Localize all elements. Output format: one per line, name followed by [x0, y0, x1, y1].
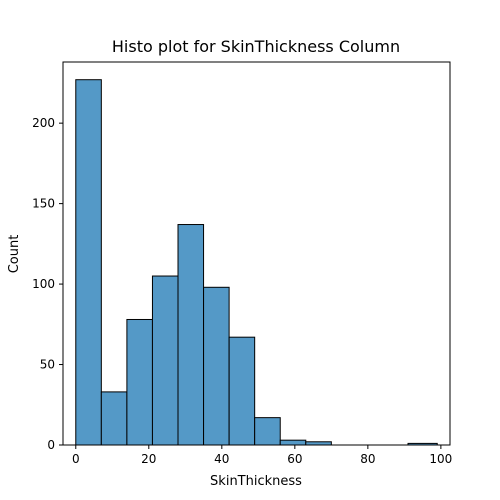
y-axis-label: Count: [7, 235, 22, 274]
x-tick-label: 80: [360, 452, 375, 466]
y-tick-label: 50: [40, 358, 55, 372]
histogram-bar-8: [279, 439, 307, 446]
histogram-bar-2: [126, 318, 153, 446]
x-axis-ticks: 0 20 40 60 80 100: [72, 445, 452, 466]
bars-group: [75, 79, 438, 446]
y-axis-ticks: 0 50 100 150 200: [32, 116, 63, 452]
chart-title: Histo plot for SkinThickness Column: [112, 37, 400, 56]
histogram-bar-1: [100, 391, 128, 446]
x-tick-label: 60: [287, 452, 302, 466]
histogram-bar-7: [254, 417, 281, 446]
x-tick-label: 0: [72, 452, 80, 466]
y-tick-label: 150: [32, 197, 55, 211]
x-axis-label: SkinThickness: [210, 474, 302, 489]
y-tick-label: 200: [32, 116, 55, 130]
histogram-bar-6: [228, 336, 256, 446]
plot-frame: [62, 61, 451, 446]
x-tick-label: 40: [214, 452, 229, 466]
histogram-bar-4: [177, 224, 205, 446]
histogram-bar-3: [151, 275, 179, 446]
y-tick-label: 0: [47, 438, 55, 452]
x-tick-label: 100: [429, 452, 452, 466]
y-tick-label: 100: [32, 277, 55, 291]
histogram-bar-5: [203, 286, 230, 446]
x-tick-label: 20: [141, 452, 156, 466]
histogram-bar-0: [75, 79, 102, 446]
